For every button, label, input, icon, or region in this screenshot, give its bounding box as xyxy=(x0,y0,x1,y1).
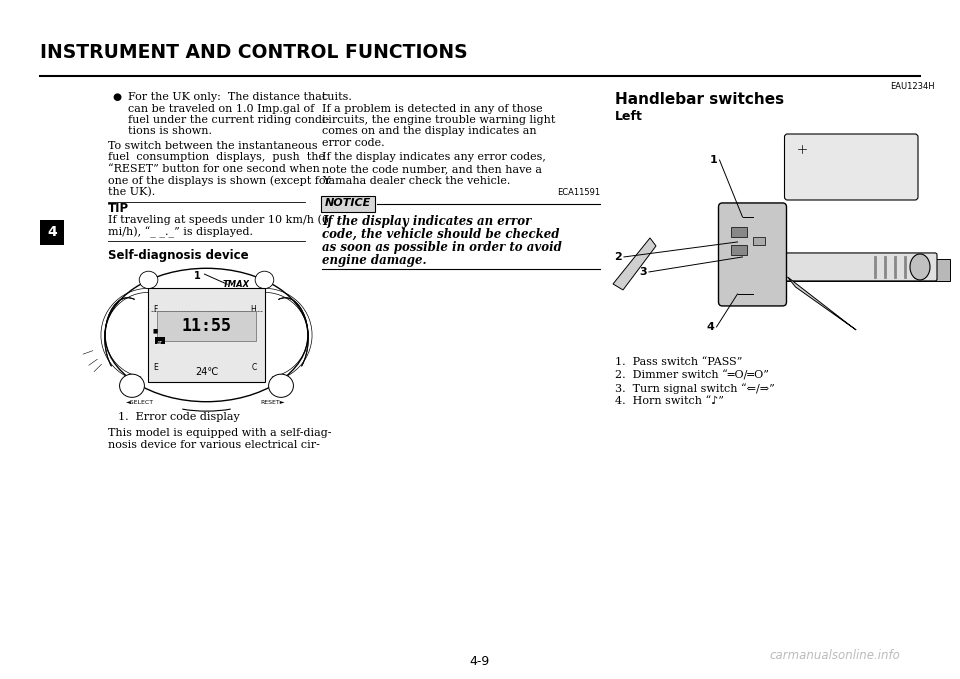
FancyBboxPatch shape xyxy=(784,134,918,200)
Text: EAU1234H: EAU1234H xyxy=(890,82,935,91)
Text: This model is equipped with a self-diag-: This model is equipped with a self-diag- xyxy=(108,428,331,438)
Bar xyxy=(155,337,164,344)
Text: If the display indicates any error codes,: If the display indicates any error codes… xyxy=(322,153,546,162)
Text: ◄SELECT: ◄SELECT xyxy=(126,399,155,405)
Text: ECA11591: ECA11591 xyxy=(557,188,600,197)
Bar xyxy=(620,122,935,345)
Text: TMAX: TMAX xyxy=(223,280,251,289)
Text: 1: 1 xyxy=(709,155,717,165)
Ellipse shape xyxy=(269,374,294,397)
Text: 1.  Error code display: 1. Error code display xyxy=(118,413,240,422)
Text: 2: 2 xyxy=(614,252,622,262)
Text: tions is shown.: tions is shown. xyxy=(128,126,212,136)
Text: C: C xyxy=(252,363,256,372)
Text: ■: ■ xyxy=(153,329,157,333)
Text: 3: 3 xyxy=(639,267,647,277)
Text: For the UK only:  The distance that: For the UK only: The distance that xyxy=(128,92,326,102)
Text: nosis device for various electrical cir-: nosis device for various electrical cir- xyxy=(108,439,320,449)
Ellipse shape xyxy=(120,374,144,397)
Text: fuel  consumption  displays,  push  the: fuel consumption displays, push the xyxy=(108,153,325,162)
Text: as soon as possible in order to avoid: as soon as possible in order to avoid xyxy=(322,241,562,254)
Text: TIP: TIP xyxy=(108,202,130,215)
Text: Self-diagnosis device: Self-diagnosis device xyxy=(108,249,249,261)
Text: ●: ● xyxy=(112,92,121,102)
Ellipse shape xyxy=(105,268,308,402)
Text: 4: 4 xyxy=(707,322,714,332)
Text: 4: 4 xyxy=(47,225,57,240)
Ellipse shape xyxy=(139,271,157,289)
Text: error code.: error code. xyxy=(322,138,385,148)
Text: INSTRUMENT AND CONTROL FUNCTIONS: INSTRUMENT AND CONTROL FUNCTIONS xyxy=(40,43,468,62)
Text: 11:55: 11:55 xyxy=(181,316,231,335)
Text: Left: Left xyxy=(615,110,643,123)
Text: 4.  Horn switch “♪”: 4. Horn switch “♪” xyxy=(615,396,724,406)
Bar xyxy=(762,259,950,281)
Bar xyxy=(40,220,64,245)
Text: “RESET” button for one second when: “RESET” button for one second when xyxy=(108,164,320,174)
Text: Yamaha dealer check the vehicle.: Yamaha dealer check the vehicle. xyxy=(322,175,511,185)
FancyBboxPatch shape xyxy=(718,203,786,306)
Bar xyxy=(731,227,747,237)
FancyBboxPatch shape xyxy=(156,310,256,341)
Text: can be traveled on 1.0 Imp.gal of: can be traveled on 1.0 Imp.gal of xyxy=(128,103,314,113)
Text: engine damage.: engine damage. xyxy=(322,254,426,267)
Text: RESET►: RESET► xyxy=(260,399,285,405)
Text: cuits.: cuits. xyxy=(322,92,353,102)
Text: If traveling at speeds under 10 km/h (6: If traveling at speeds under 10 km/h (6 xyxy=(108,215,329,225)
FancyBboxPatch shape xyxy=(321,196,375,212)
Text: 4-9: 4-9 xyxy=(469,655,491,668)
Ellipse shape xyxy=(255,271,274,289)
FancyBboxPatch shape xyxy=(756,253,937,281)
Text: AT: AT xyxy=(156,341,162,346)
Text: mi/h), “_ _._” is displayed.: mi/h), “_ _._” is displayed. xyxy=(108,226,253,238)
Text: carmanualsonline.info: carmanualsonline.info xyxy=(769,649,900,662)
Text: circuits, the engine trouble warning light: circuits, the engine trouble warning lig… xyxy=(322,115,556,125)
Text: 2.  Dimmer switch “═O/═O”: 2. Dimmer switch “═O/═O” xyxy=(615,370,769,380)
Text: H: H xyxy=(251,305,256,314)
Bar xyxy=(731,245,747,255)
Text: F: F xyxy=(154,305,157,314)
Bar xyxy=(753,237,764,245)
Text: If a problem is detected in any of those: If a problem is detected in any of those xyxy=(322,103,542,113)
Text: 24℃: 24℃ xyxy=(195,367,218,378)
Polygon shape xyxy=(787,277,856,330)
Text: note the code number, and then have a: note the code number, and then have a xyxy=(322,164,542,174)
Text: code, the vehicle should be checked: code, the vehicle should be checked xyxy=(322,228,560,241)
Text: one of the displays is shown (except for: one of the displays is shown (except for xyxy=(108,175,331,186)
Ellipse shape xyxy=(910,254,930,280)
Polygon shape xyxy=(613,238,656,290)
Text: 1.  Pass switch “PASS”: 1. Pass switch “PASS” xyxy=(615,357,742,367)
FancyBboxPatch shape xyxy=(148,288,266,382)
Text: the UK).: the UK). xyxy=(108,187,156,198)
Text: If the display indicates an error: If the display indicates an error xyxy=(322,215,532,228)
Text: fuel under the current riding condi-: fuel under the current riding condi- xyxy=(128,115,329,125)
Text: 1: 1 xyxy=(194,271,201,281)
Text: E: E xyxy=(154,363,158,372)
Text: comes on and the display indicates an: comes on and the display indicates an xyxy=(322,126,537,136)
Text: To switch between the instantaneous: To switch between the instantaneous xyxy=(108,141,318,151)
Text: 3.  Turn signal switch “⇐/⇒”: 3. Turn signal switch “⇐/⇒” xyxy=(615,383,775,394)
Text: NOTICE: NOTICE xyxy=(325,198,372,208)
Text: Handlebar switches: Handlebar switches xyxy=(615,92,784,107)
